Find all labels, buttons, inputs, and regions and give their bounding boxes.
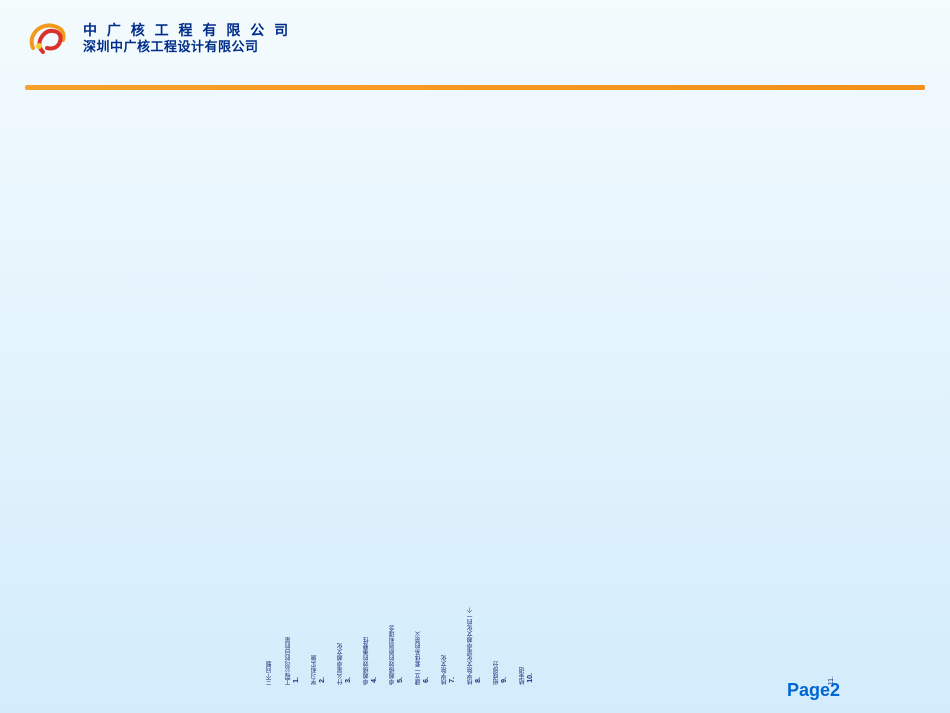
list-item-number: 4. xyxy=(371,677,378,685)
list-item-text: 核学院文化 xyxy=(440,645,449,685)
list-item-text: 卓越绩效的重要性 xyxy=(362,627,371,685)
company-name-line2: 深圳中广核工程设计有限公司 xyxy=(83,39,291,55)
list-item-number: 6. xyxy=(423,677,430,685)
list-item: 卓越绩效的原则和理念5. xyxy=(388,615,404,685)
list-item-number: 8. xyxy=(475,677,482,685)
list-item-text: 组成部分 xyxy=(492,651,501,685)
list-item: 结束语10. xyxy=(518,657,534,685)
list-item-text: 结束语 xyxy=(518,657,527,685)
content-list: 三个问题 工程公司的目的是1. 学习和实施2. 什么是卓越文化3. 卓越绩效的重要性4… xyxy=(265,597,544,685)
divider-bar xyxy=(25,85,925,90)
list-item-text: 什么是卓越文化 xyxy=(336,633,345,685)
list-item-number: 5. xyxy=(397,677,404,685)
list-item-text: 核学院文化是卓越文化的一个 xyxy=(466,597,475,685)
list-item: 卓越绩效的重要性4. xyxy=(362,627,378,685)
list-item: 核学院文化是卓越文化的一个8. xyxy=(466,597,482,685)
company-name-block: 中 广 核 工 程 有 限 公 司 深圳中广核工程设计有限公司 xyxy=(83,22,291,54)
list-item: 建立一套体系的意义6. xyxy=(414,621,430,685)
page-label: Page xyxy=(787,680,830,700)
page-footer: Page2 xyxy=(787,680,840,701)
list-item-number: 3. xyxy=(345,677,352,685)
company-name-line1: 中 广 核 工 程 有 限 公 司 xyxy=(83,22,291,39)
list-item-text: 工程公司的目的是 xyxy=(284,627,293,685)
list-item: 核学院文化7. xyxy=(440,645,456,685)
list-item-text: 建立一套体系的意义 xyxy=(414,621,423,685)
intro-text: 三个问题 xyxy=(265,661,274,685)
list-item: 学习和实施2. xyxy=(310,645,326,685)
list-item-number: 1. xyxy=(293,677,300,685)
list-item-number: 10. xyxy=(527,673,534,685)
list-item-number: 9. xyxy=(501,677,508,685)
list-item: 工程公司的目的是1. xyxy=(284,627,300,685)
page-number: 2 xyxy=(830,680,840,700)
list-item: 组成部分9. xyxy=(492,651,508,685)
list-item-text: 学习和实施 xyxy=(310,645,319,685)
list-item: 什么是卓越文化3. xyxy=(336,633,352,685)
header: 中 广 核 工 程 有 限 公 司 深圳中广核工程设计有限公司 xyxy=(25,18,291,58)
list-item-number: 2. xyxy=(319,677,326,685)
company-logo-icon xyxy=(25,18,75,58)
list-item-number: 7. xyxy=(449,677,456,685)
list-item-text: 卓越绩效的原则和理念 xyxy=(388,615,397,685)
